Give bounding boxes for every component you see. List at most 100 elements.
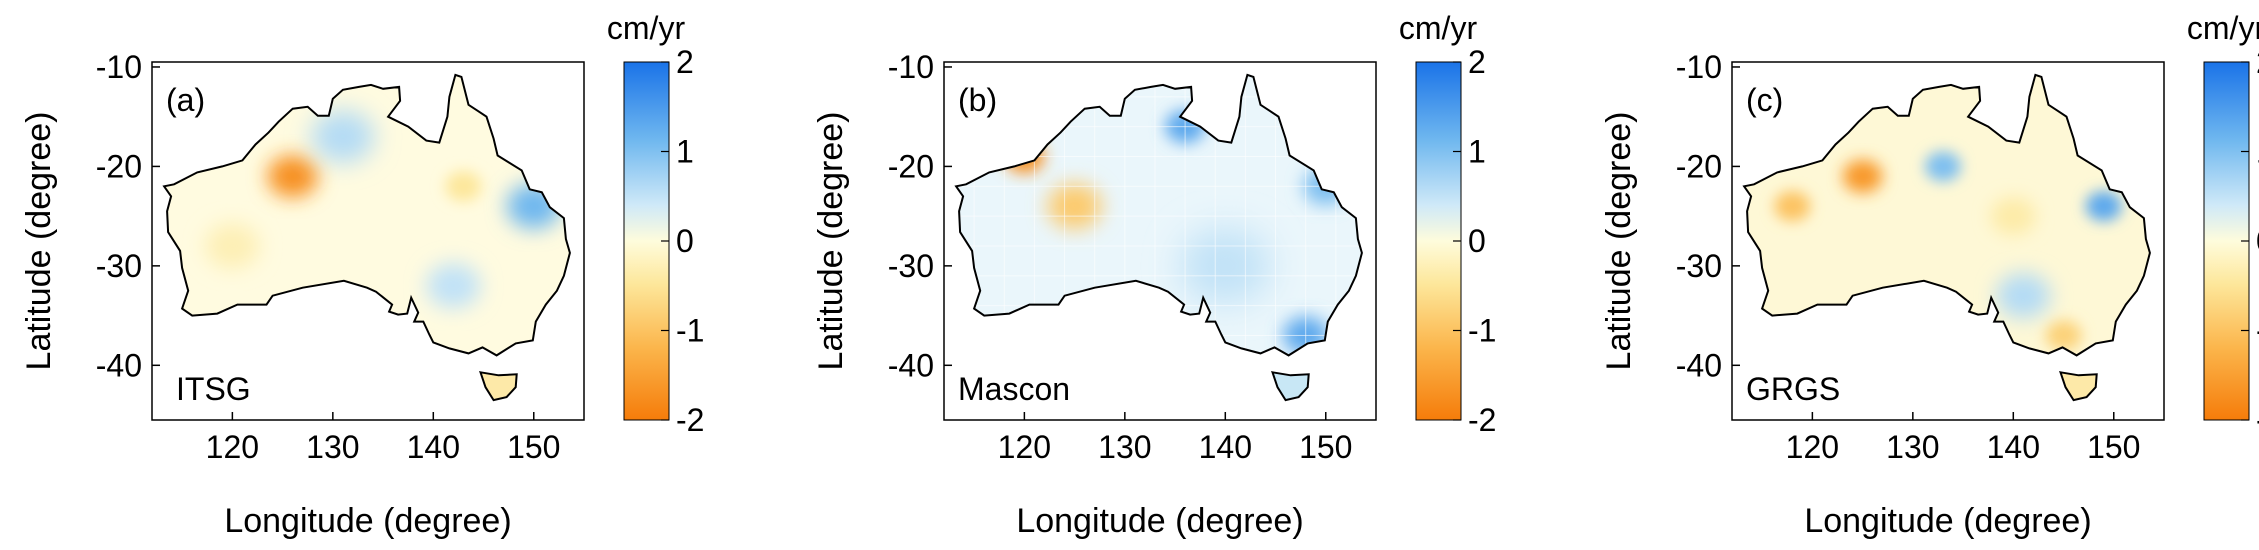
mascon-cell bbox=[1064, 126, 1096, 157]
mascon-cell bbox=[1124, 185, 1156, 217]
mascon-cell bbox=[1003, 215, 1035, 247]
x-tick-label: 130 bbox=[306, 429, 359, 465]
tasmania bbox=[479, 371, 518, 402]
x-axis-ticks: 120 130 140 150 bbox=[206, 412, 560, 465]
x-axis-label: Longitude (degree) bbox=[1016, 502, 1303, 540]
trend-anomaly bbox=[267, 155, 318, 198]
mascon-cell bbox=[1184, 155, 1216, 187]
y-tick-label: -40 bbox=[96, 347, 142, 383]
trend-anomaly bbox=[1990, 197, 2036, 235]
mascon-cell bbox=[1154, 155, 1186, 187]
colorbar-tick-label: 1 bbox=[676, 134, 694, 170]
colorbar-tick-label: 1 bbox=[2256, 134, 2259, 170]
mascon-cell bbox=[1064, 155, 1096, 187]
product-label: Mascon bbox=[958, 371, 1070, 407]
x-tick-label: 120 bbox=[1786, 429, 1839, 465]
mascon-cell bbox=[1003, 275, 1035, 307]
mascon-cell bbox=[1184, 245, 1216, 277]
x-tick-label: 140 bbox=[1199, 429, 1252, 465]
mascon-cell bbox=[1244, 126, 1277, 157]
mascon-cell bbox=[1154, 245, 1186, 277]
mascon-cell bbox=[1094, 185, 1126, 217]
x-tick-label: 120 bbox=[206, 429, 259, 465]
mascon-cell bbox=[973, 215, 1005, 247]
colorbar-tick-label: 2 bbox=[1468, 44, 1486, 80]
colorbar-tick-label: 0 bbox=[2256, 223, 2259, 259]
mascon-cell bbox=[1064, 245, 1096, 277]
x-tick-label: 140 bbox=[407, 429, 460, 465]
colorbar-ticks: 2 1 0 -1 -2 bbox=[2241, 44, 2259, 438]
mascon-cell bbox=[1305, 275, 1337, 307]
trend-anomaly bbox=[205, 223, 260, 269]
panel-a: 120 130 140 150 -10-20-30-40 (a) ITSG Longi… bbox=[20, 10, 704, 540]
coastline bbox=[162, 73, 571, 357]
colorbar-unit: cm/yr bbox=[2187, 10, 2259, 46]
trend-field bbox=[1774, 151, 2122, 351]
x-axis-label: Longitude (degree) bbox=[1804, 502, 2091, 540]
y-tick-label: -10 bbox=[888, 49, 934, 85]
mascon-cell bbox=[1154, 185, 1186, 217]
x-axis-ticks: 120 130 140 150 bbox=[998, 412, 1352, 465]
mascon-cell bbox=[1335, 215, 1362, 247]
colorbar-tick-label: -2 bbox=[676, 402, 704, 438]
colorbar: 2 1 0 -1 -2 cm/yr bbox=[2187, 10, 2259, 438]
mascon-cell bbox=[1244, 155, 1277, 187]
panel-b: 120 130 140 150 -10-20-30-40 (b) Mascon Lon… bbox=[812, 10, 1496, 540]
panel-tag: (c) bbox=[1746, 82, 1783, 118]
panel-c: 120 130 140 150 -10-20-30-40 (c) GRGS Longi… bbox=[1600, 10, 2259, 540]
y-axis-label: Latitude (degree) bbox=[812, 112, 850, 371]
mascon-cell bbox=[1275, 185, 1307, 217]
y-tick-label: -20 bbox=[888, 148, 934, 184]
mascon-cell bbox=[1275, 245, 1307, 277]
mascon-cell bbox=[1154, 126, 1186, 157]
trend-anomaly bbox=[2045, 320, 2082, 351]
mascon-cell bbox=[1094, 215, 1126, 247]
y-tick-label: -30 bbox=[888, 248, 934, 284]
panel-tag: (b) bbox=[958, 82, 997, 118]
y-axis-ticks: -10 -20 -30 -40 bbox=[96, 49, 160, 383]
mascon-cell bbox=[1275, 215, 1307, 247]
x-axis-ticks: 120 130 140 150 bbox=[1786, 412, 2140, 465]
y-tick-label: -10 bbox=[1676, 49, 1722, 85]
mascon-cell bbox=[1214, 275, 1246, 307]
mascon-cell bbox=[1305, 245, 1337, 277]
x-tick-label: 150 bbox=[507, 429, 560, 465]
x-tick-label: 120 bbox=[998, 429, 1051, 465]
colorbar-tick-label: 2 bbox=[676, 44, 694, 80]
mascon-cell bbox=[1244, 305, 1277, 336]
trend-anomaly bbox=[1047, 183, 1102, 229]
y-tick-label: -20 bbox=[96, 148, 142, 184]
mascon-cell bbox=[1124, 96, 1156, 128]
y-axis-ticks: -10 -20 -30 -40 bbox=[1676, 49, 1740, 383]
colorbar-tick-label: 0 bbox=[676, 223, 694, 259]
mascon-cell bbox=[973, 185, 1005, 217]
trend-anomaly bbox=[1180, 228, 1271, 304]
coastline bbox=[1742, 73, 2151, 357]
y-tick-label: -20 bbox=[1676, 148, 1722, 184]
mascon-cell bbox=[1094, 155, 1126, 187]
australia-landmass bbox=[1744, 74, 2150, 356]
x-tick-label: 130 bbox=[1886, 429, 1939, 465]
mascon-cell bbox=[1244, 245, 1277, 277]
colorbar-tick-label: -2 bbox=[1468, 402, 1496, 438]
mascon-cell bbox=[1214, 185, 1246, 217]
trend-anomaly bbox=[1924, 151, 1962, 182]
colorbar: 2 1 0 -1 -2 cm/yr bbox=[1399, 10, 1497, 438]
mascon-cell bbox=[1064, 215, 1096, 247]
mascon-cell bbox=[1305, 215, 1337, 247]
mascon-cell bbox=[1003, 245, 1035, 277]
mascon-cell bbox=[1275, 275, 1307, 307]
mascon-cell bbox=[1124, 215, 1156, 247]
tasmania bbox=[2059, 371, 2098, 402]
mascon-cell bbox=[1033, 155, 1066, 187]
x-tick-label: 150 bbox=[2087, 429, 2140, 465]
x-tick-label: 140 bbox=[1987, 429, 2040, 465]
mascon-cell bbox=[1124, 126, 1156, 157]
trend-anomaly bbox=[426, 263, 481, 309]
colorbar-tick-label: -1 bbox=[676, 313, 704, 349]
trend-anomaly bbox=[2085, 191, 2122, 222]
mascon-cell bbox=[1214, 245, 1246, 277]
mascon-cell bbox=[1033, 245, 1066, 277]
mascon-cell bbox=[1184, 215, 1216, 247]
mascon-cell bbox=[1275, 305, 1307, 336]
